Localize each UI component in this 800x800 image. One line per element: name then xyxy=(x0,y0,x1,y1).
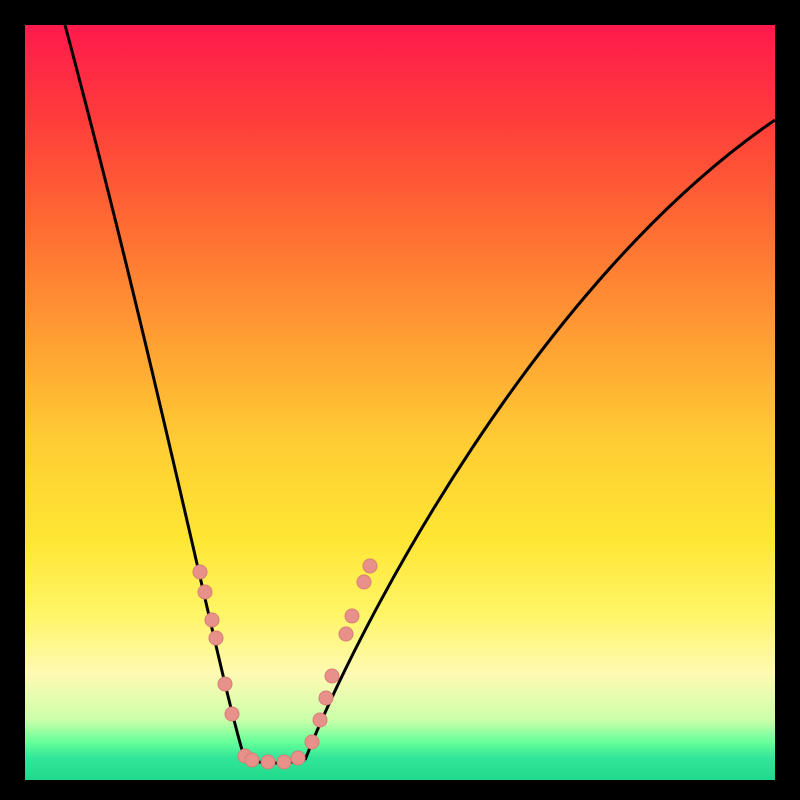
data-marker xyxy=(261,755,275,769)
data-marker xyxy=(218,677,232,691)
data-marker xyxy=(198,585,212,599)
data-marker xyxy=(205,613,219,627)
data-marker xyxy=(363,559,377,573)
data-marker xyxy=(339,627,353,641)
data-marker xyxy=(245,753,259,767)
data-marker xyxy=(305,735,319,749)
data-marker xyxy=(193,565,207,579)
data-marker xyxy=(319,691,333,705)
data-marker xyxy=(313,713,327,727)
data-marker xyxy=(345,609,359,623)
data-marker xyxy=(225,707,239,721)
data-marker xyxy=(277,755,291,769)
gradient-background xyxy=(25,25,775,780)
data-marker xyxy=(357,575,371,589)
data-marker xyxy=(325,669,339,683)
chart-svg xyxy=(0,0,800,800)
data-marker xyxy=(209,631,223,645)
data-marker xyxy=(291,751,305,765)
